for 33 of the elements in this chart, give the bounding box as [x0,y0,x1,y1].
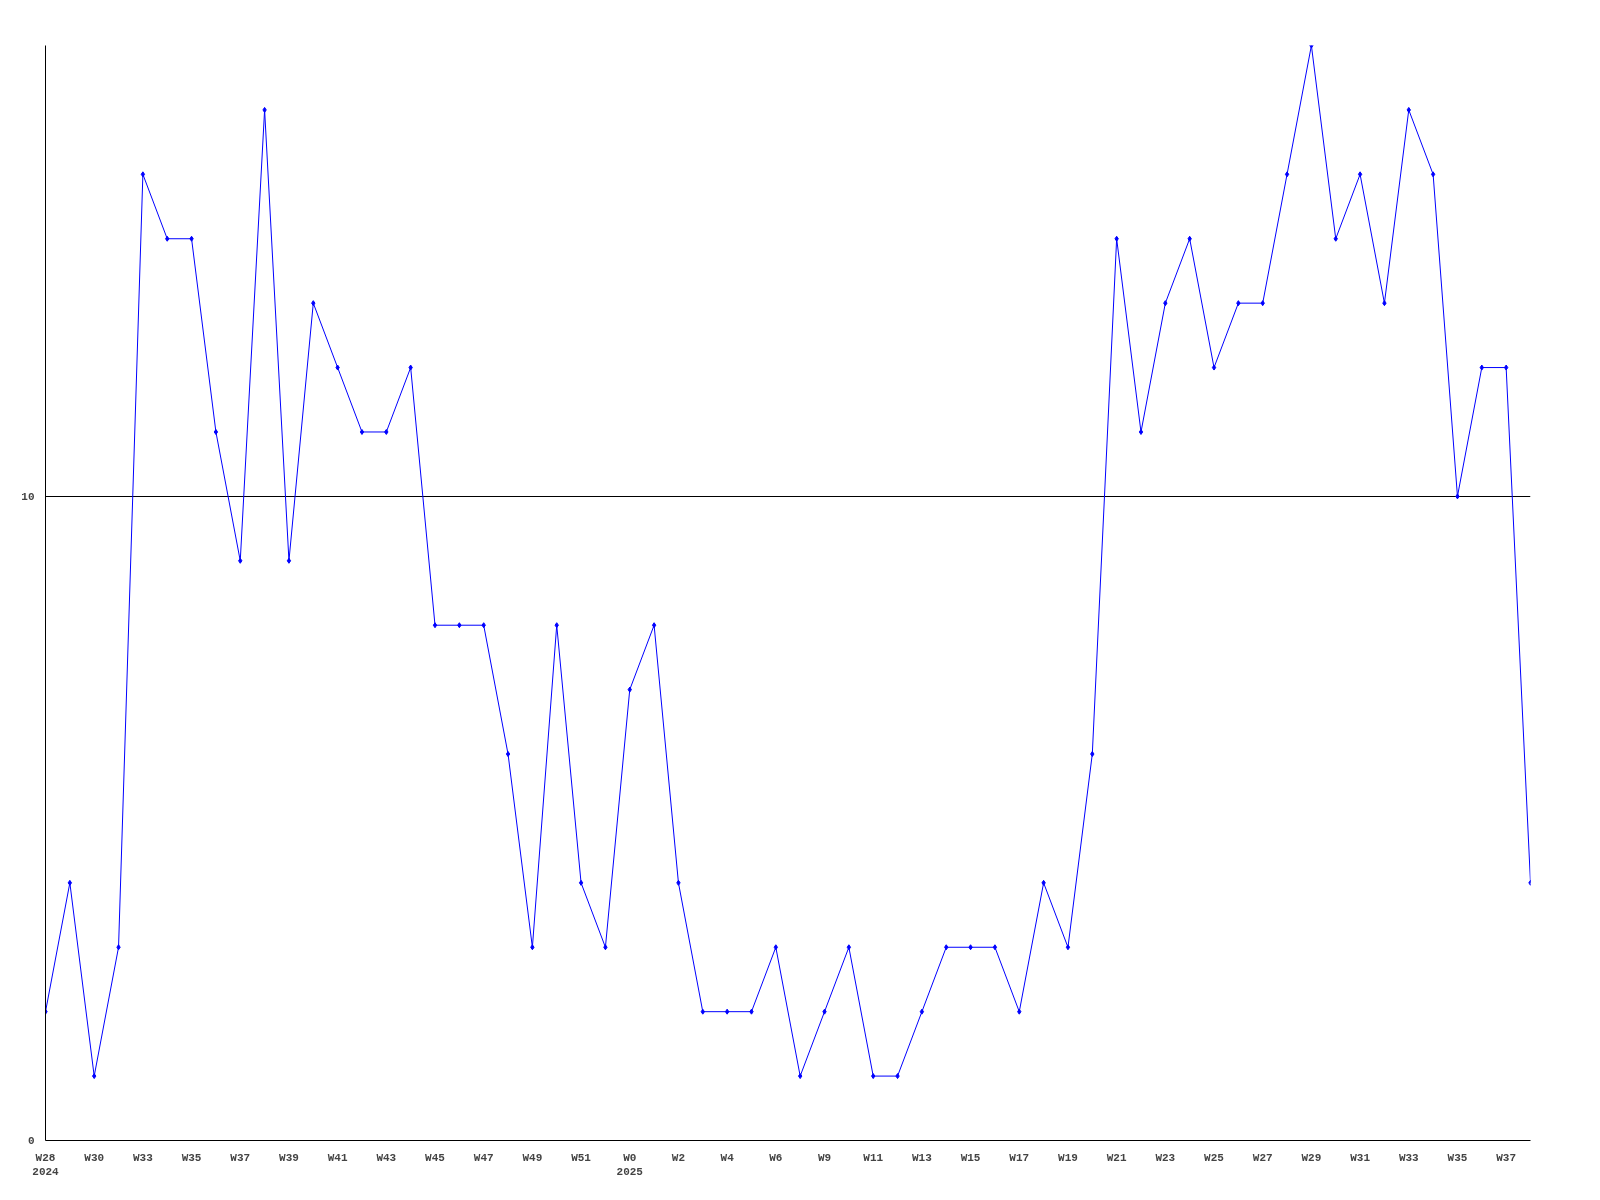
x-tick-label: W17 [1009,1151,1030,1164]
x-tick-label: W31 [1350,1151,1371,1164]
x-tick-label: W15 [960,1151,981,1164]
y-tick-label: 0 [27,1135,35,1147]
x-tick-label: W9 [817,1151,832,1164]
x-tick-label: W6 [769,1151,783,1164]
x-tick-label: W39 [279,1151,299,1164]
x-tick-label: W37 [230,1151,251,1164]
x-tick-label: W28 2024 [32,1151,60,1178]
x-tick-label: W19 [1058,1151,1078,1164]
x-tick-label: W35 [181,1151,202,1164]
x-tick-label: W45 [425,1151,446,1164]
x-tick-label: W37 [1496,1151,1517,1164]
x-tick-label: W41 [327,1151,348,1164]
x-tick-label: W4 [720,1151,735,1164]
x-tick-label: W29 [1301,1151,1322,1164]
x-tick-label: W30 [84,1151,105,1164]
x-tick-label: W13 [911,1151,933,1164]
x-tick-label: W2 [671,1151,686,1164]
y-tick-label: 10 [21,490,35,503]
x-tick-label: W33 [132,1151,154,1164]
x-tick-label: W35 [1447,1151,1468,1164]
x-tick-label: W25 [1204,1151,1225,1164]
x-tick-label: W11 [863,1151,884,1164]
x-tick-label: W47 [473,1151,494,1164]
x-tick-label: W0 2025 [616,1151,644,1178]
x-tick-label: W27 [1252,1151,1273,1164]
x-tick-label: W21 [1106,1151,1127,1164]
x-tick-label: W23 [1155,1151,1176,1164]
x-tick-label: W33 [1398,1151,1420,1164]
x-tick-label: W43 [376,1151,397,1164]
x-tick-label: W49 [522,1151,543,1164]
x-tick-label: W51 [571,1151,592,1164]
